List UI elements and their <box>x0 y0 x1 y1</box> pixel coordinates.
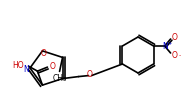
Text: N: N <box>23 65 29 73</box>
Text: HO: HO <box>12 61 23 70</box>
Text: O: O <box>41 49 46 58</box>
Text: CH₃: CH₃ <box>52 74 67 83</box>
Text: +: + <box>168 41 172 45</box>
Text: -: - <box>178 54 181 59</box>
Text: O: O <box>172 50 178 60</box>
Text: N: N <box>163 42 168 50</box>
Text: O: O <box>172 32 178 42</box>
Text: O: O <box>50 62 55 71</box>
Text: O: O <box>87 70 93 79</box>
